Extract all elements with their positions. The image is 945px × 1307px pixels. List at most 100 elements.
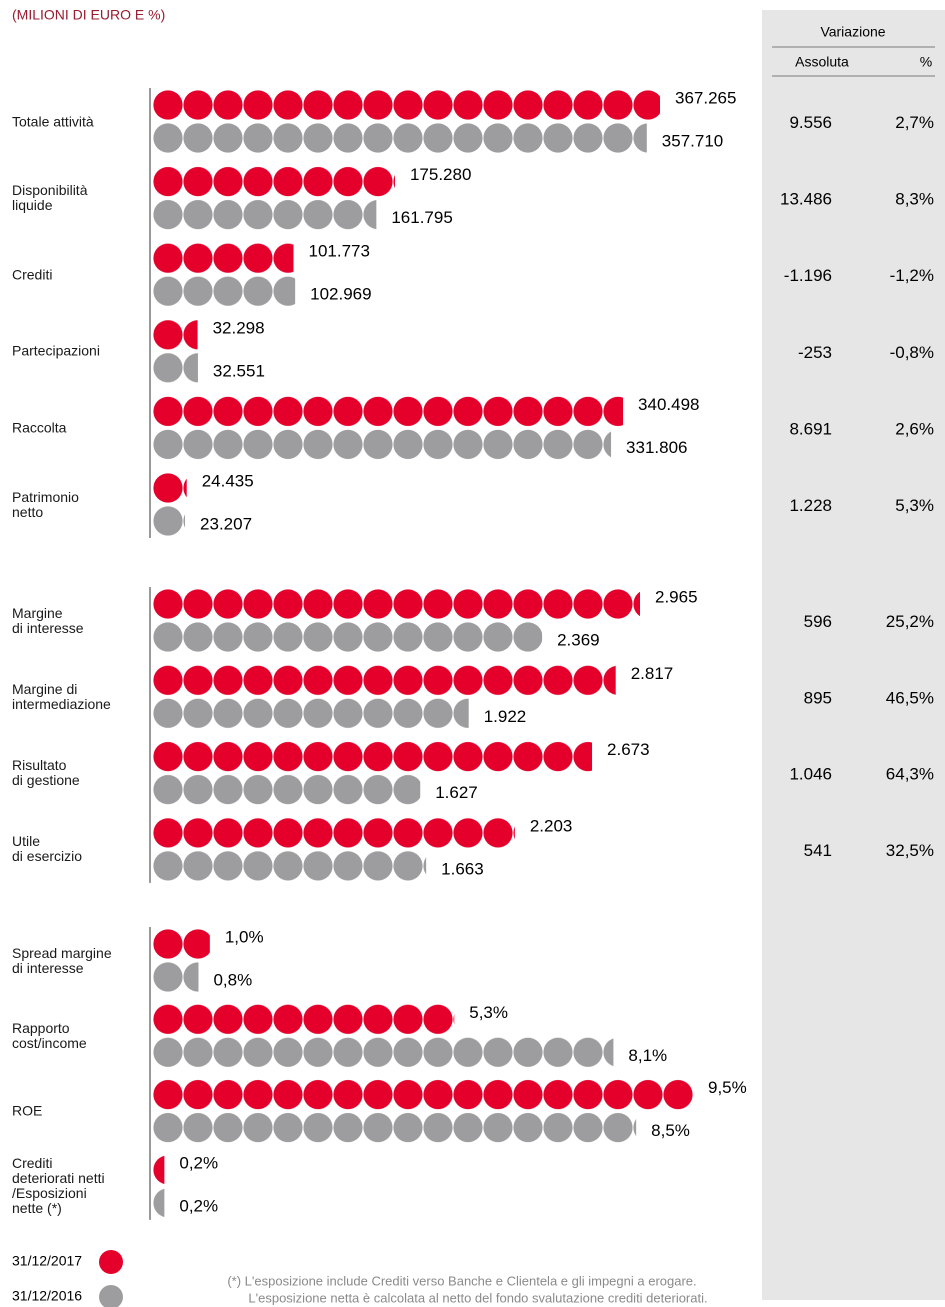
value-label: 1.922 [484, 707, 527, 726]
value-label: 331.806 [626, 438, 687, 457]
value-label: 2.817 [631, 664, 674, 683]
pictogram-bar [153, 1037, 614, 1068]
value-label: 102.969 [310, 285, 371, 304]
change-absolute: 895 [804, 688, 832, 707]
footnote: L'esposizione netta è calcolata al netto… [248, 1290, 707, 1305]
pictogram-bar [153, 396, 624, 427]
change-percent: 8,3% [895, 190, 934, 209]
value-label: 32.551 [213, 361, 265, 380]
change-percent: -1,2% [890, 266, 934, 285]
pictogram-bar [153, 90, 660, 120]
pictogram-bar [153, 166, 395, 197]
pictogram-bar [153, 319, 198, 350]
percent-header: % [920, 54, 932, 70]
pictogram-bar [153, 817, 515, 848]
pictogram-bar [153, 929, 210, 959]
value-label: 1.663 [441, 859, 484, 878]
pictogram-bar [153, 243, 294, 274]
value-label: 101.773 [308, 242, 369, 261]
change-absolute: 8.691 [789, 419, 832, 438]
category-label: Patrimonio netto [12, 488, 79, 520]
change-percent: 2,7% [895, 113, 934, 132]
value-label: 0,8% [213, 970, 252, 989]
pictogram-bar [153, 276, 296, 307]
change-percent: 5,3% [895, 496, 934, 515]
pictogram-bar [153, 774, 421, 805]
category-label: ROE [12, 1102, 43, 1119]
change-absolute: 1.046 [789, 765, 832, 784]
pictogram-bar [153, 962, 199, 992]
category-label: Risultato di gestione [12, 757, 80, 789]
value-label: 2.673 [607, 740, 650, 759]
category-label: Margine di interesse [12, 604, 84, 636]
value-label: 2.369 [557, 630, 600, 649]
value-label: 161.795 [391, 208, 452, 227]
footnote: (*) L'esposizione include Crediti verso … [227, 1273, 696, 1288]
category-label: Disponibilità liquide [12, 182, 88, 214]
pictogram-bar [153, 199, 377, 230]
change-absolute: -1.196 [784, 266, 832, 285]
value-label: 357.710 [662, 131, 723, 150]
pictogram-bar [153, 1079, 693, 1110]
value-label: 367.265 [675, 88, 736, 107]
value-label: 24.435 [202, 471, 254, 490]
value-label: 23.207 [200, 514, 252, 533]
value-label: 32.298 [213, 318, 265, 337]
change-percent: 46,5% [886, 688, 934, 707]
legend-label: 31/12/2017 [12, 1253, 82, 1269]
category-label: Crediti deteriorati netti /Esposizioni n… [12, 1155, 105, 1217]
category-label: Partecipazioni [12, 342, 100, 359]
value-label: 1,0% [225, 927, 264, 946]
pictogram-bar [153, 1187, 165, 1218]
value-label: 2.203 [530, 816, 573, 835]
category-label: Crediti [12, 266, 53, 283]
variation-title: Variazione [820, 24, 885, 40]
absolute-header: Assoluta [795, 54, 849, 70]
pictogram-bar [153, 123, 647, 153]
category-label: Margine di intermediazione [12, 680, 111, 712]
pictogram-bar [153, 589, 640, 619]
value-label: 175.280 [410, 165, 471, 184]
category-label: Raccolta [12, 419, 67, 436]
variation-panel [762, 10, 945, 1300]
value-label: 0,2% [179, 1153, 218, 1172]
pictogram-bar [153, 352, 198, 383]
value-label: 8,5% [651, 1121, 690, 1140]
change-percent: 25,2% [886, 612, 934, 631]
value-label: 8,1% [628, 1046, 667, 1065]
change-percent: 2,6% [895, 419, 934, 438]
legend-swatch [99, 1250, 123, 1274]
value-label: 5,3% [469, 1003, 508, 1022]
pictogram-bar [153, 665, 616, 696]
pictogram-bar [153, 429, 612, 460]
change-absolute: 9.556 [789, 113, 832, 132]
value-label: 9,5% [708, 1078, 747, 1097]
pictogram-bar [153, 1154, 165, 1185]
value-label: 340.498 [638, 395, 699, 414]
change-percent: 64,3% [886, 765, 934, 784]
pictogram-bar [153, 698, 469, 729]
pictogram-bar [153, 506, 186, 536]
value-label: 2.965 [655, 587, 698, 606]
change-percent: 32,5% [886, 841, 934, 860]
category-label: Spread margine di interesse [12, 944, 112, 976]
value-label: 0,2% [179, 1196, 218, 1215]
category-label: Rapporto cost/income [12, 1019, 87, 1051]
change-absolute: 1.228 [789, 496, 832, 515]
pictogram-bar [153, 473, 187, 503]
pictogram-bar [153, 1004, 455, 1035]
chart-title: (MILIONI DI EURO E %) [12, 7, 165, 23]
value-label: 1.627 [435, 783, 478, 802]
change-absolute: 541 [804, 841, 832, 860]
category-label: Utile di esercizio [12, 833, 83, 865]
legend-swatch [99, 1285, 123, 1307]
legend-label: 31/12/2016 [12, 1288, 82, 1304]
pictogram-bar [153, 741, 593, 772]
change-absolute: -253 [798, 343, 832, 362]
pictogram-bar [153, 622, 543, 652]
change-absolute: 13.486 [780, 190, 832, 209]
pictogram-bar [153, 850, 427, 881]
change-absolute: 596 [804, 612, 832, 631]
